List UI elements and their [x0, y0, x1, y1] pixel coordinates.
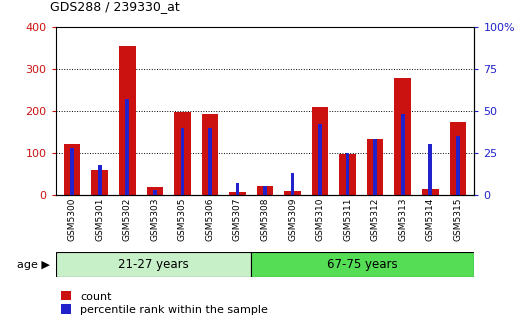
Bar — [401, 114, 404, 195]
Text: GDS288 / 239330_at: GDS288 / 239330_at — [50, 0, 180, 13]
Bar — [126, 99, 129, 195]
Bar — [291, 173, 294, 195]
Bar — [319, 124, 322, 195]
Bar — [64, 144, 81, 195]
Bar — [284, 191, 301, 195]
Bar — [312, 107, 329, 195]
Bar — [181, 128, 184, 195]
Bar — [428, 144, 432, 195]
Legend: count, percentile rank within the sample: count, percentile rank within the sample — [61, 291, 268, 315]
Bar — [98, 165, 102, 195]
Bar — [394, 78, 411, 195]
Bar — [367, 139, 383, 195]
Text: 67-75 years: 67-75 years — [328, 258, 398, 271]
Bar — [449, 122, 466, 195]
Bar — [346, 153, 349, 195]
Bar — [119, 46, 136, 195]
Bar — [422, 188, 438, 195]
Bar — [263, 186, 267, 195]
Bar — [70, 148, 74, 195]
Bar — [174, 112, 191, 195]
Bar — [339, 154, 356, 195]
Bar — [201, 114, 218, 195]
Bar — [373, 139, 377, 195]
Bar — [92, 170, 108, 195]
Bar — [229, 192, 246, 195]
Bar — [251, 252, 474, 277]
Text: age ▶: age ▶ — [17, 260, 50, 269]
Bar — [147, 187, 163, 195]
Text: 21-27 years: 21-27 years — [118, 258, 189, 271]
Bar — [153, 190, 157, 195]
Bar — [56, 252, 251, 277]
Bar — [257, 186, 273, 195]
Bar — [208, 128, 211, 195]
Bar — [456, 136, 460, 195]
Bar — [236, 183, 239, 195]
